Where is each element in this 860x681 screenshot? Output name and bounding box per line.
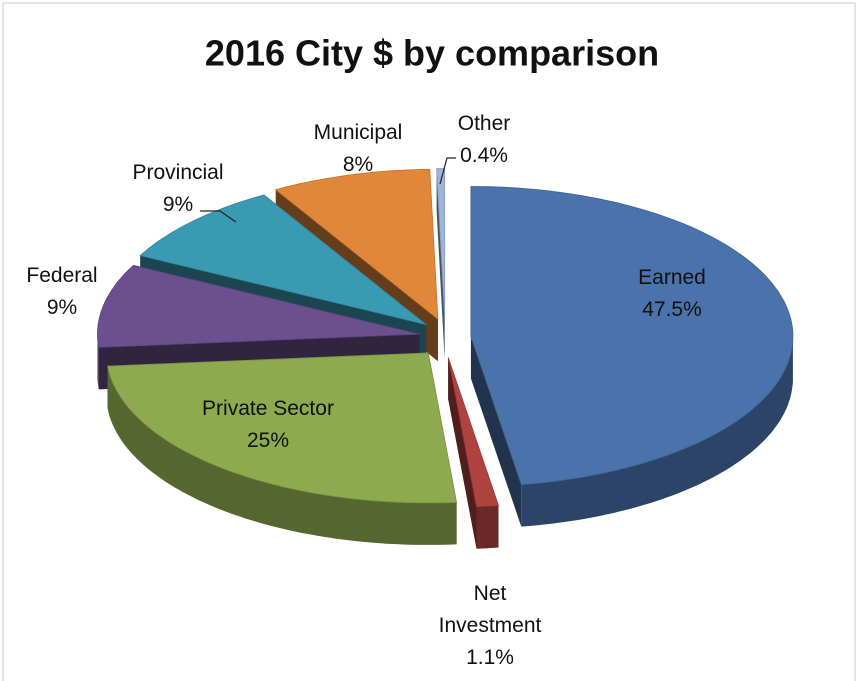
slice-group [436,168,446,361]
slice [139,194,427,325]
slice-side [476,505,499,549]
slice [97,264,420,348]
slice-label: Other 0.4% [434,108,534,172]
slice [470,186,794,486]
category-label: Earned [638,266,706,289]
category-label: Net Investment [438,582,542,637]
slice [436,168,446,319]
value-label: 8% [342,153,374,176]
slice-group [470,186,794,527]
value-label: 25% [246,429,290,452]
slice-side [107,366,457,545]
slice-label: Provincial 9% [108,157,248,221]
slice [447,357,500,508]
value-label: 9% [46,296,78,319]
slice [107,352,458,504]
slice [274,168,439,321]
value-label: 9% [162,193,194,216]
value-label: 1.1% [466,646,514,669]
slice-label: Private Sector 25% [168,393,368,457]
category-label: Federal [26,264,98,287]
slice-side [470,336,522,527]
slice-label: Earned 47.5% [592,262,752,326]
category-label: Municipal [313,121,403,144]
slice-side [436,168,445,361]
pie [97,168,794,549]
slice-side [521,336,793,527]
category-label: Other [457,112,511,135]
slice-group [107,352,458,545]
category-label: Private Sector [202,397,334,420]
slice-side [97,334,99,390]
leader-line [439,157,456,185]
slice-group [447,357,500,549]
category-label: Provincial [132,161,224,184]
value-label: 0.4% [460,144,508,167]
slice-label: Federal 9% [2,260,122,324]
chart-title: 2016 City $ by comparison [205,33,659,74]
slice-label: Municipal 8% [288,117,428,181]
slice-side [448,357,477,549]
value-label: 47.5% [642,298,702,321]
slice-label: Net Investment 1.1% [425,578,555,674]
leader-line [200,210,237,223]
